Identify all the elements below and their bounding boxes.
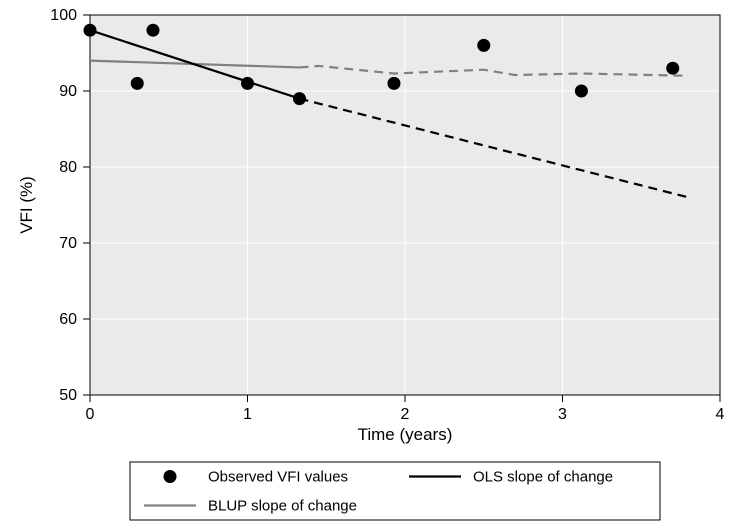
- legend-label: OLS slope of change: [473, 469, 613, 486]
- chart-container: { "chart": { "type": "scatter-with-lines…: [0, 0, 750, 531]
- y-axis-title: VFI (%): [17, 176, 36, 234]
- x-axis-title: Time (years): [358, 425, 453, 444]
- observed-point: [666, 62, 679, 75]
- legend-label: BLUP slope of change: [208, 498, 357, 515]
- x-tick-label: 0: [86, 406, 95, 423]
- legend-marker-icon: [164, 470, 177, 483]
- x-tick-label: 4: [716, 406, 725, 423]
- x-tick-label: 1: [243, 406, 252, 423]
- observed-point: [293, 92, 306, 105]
- y-tick-label: 100: [50, 7, 77, 24]
- y-tick-label: 70: [59, 235, 77, 252]
- observed-point: [84, 24, 97, 37]
- observed-point: [147, 24, 160, 37]
- y-tick-label: 60: [59, 311, 77, 328]
- observed-point: [241, 77, 254, 90]
- x-tick-label: 3: [558, 406, 567, 423]
- chart-svg: 0 1 2 3 4 50 60 70 80 90 100 Time (years) VFI (%) Obs…: [0, 0, 750, 531]
- x-tick-label: 2: [401, 406, 410, 423]
- y-tick-label: 80: [59, 159, 77, 176]
- observed-point: [131, 77, 144, 90]
- y-tick-label: 90: [59, 83, 77, 100]
- observed-point: [477, 39, 490, 52]
- observed-point: [387, 77, 400, 90]
- y-tick-label: 50: [59, 387, 77, 404]
- observed-point: [575, 85, 588, 98]
- legend-label: Observed VFI values: [208, 469, 348, 486]
